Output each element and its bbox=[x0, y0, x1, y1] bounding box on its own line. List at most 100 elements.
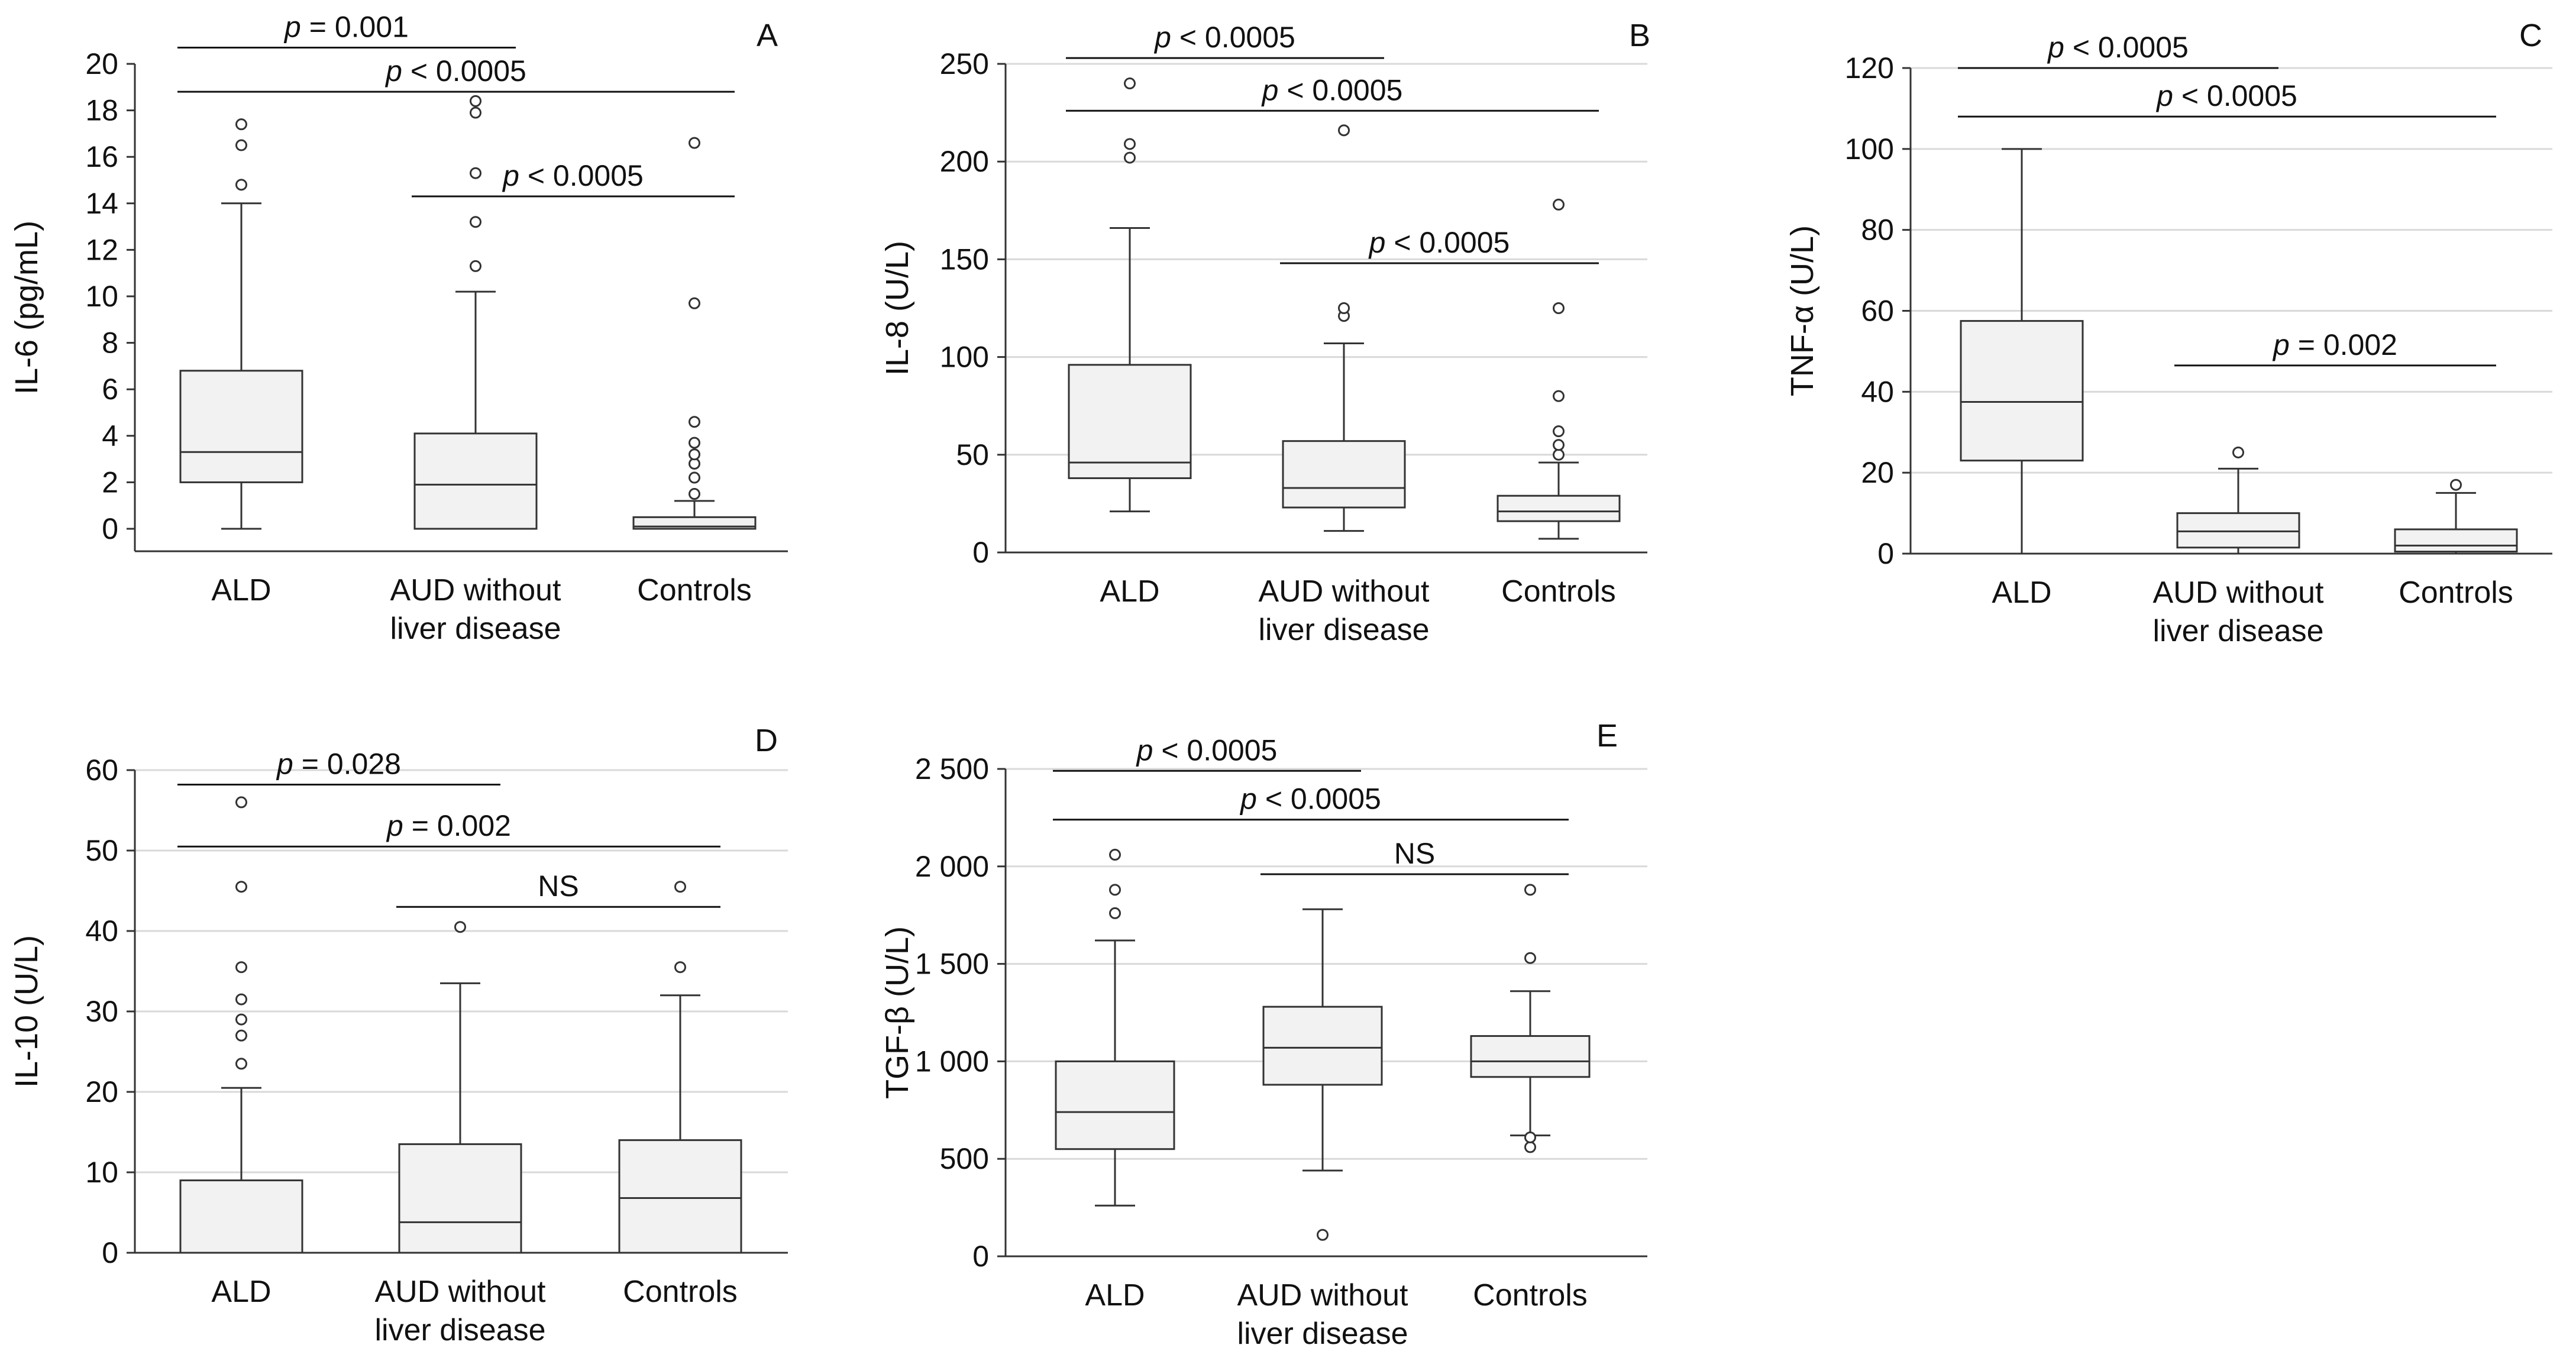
outlier-point bbox=[1524, 1131, 1536, 1143]
outlier-point bbox=[1524, 952, 1536, 964]
box-0 bbox=[1068, 77, 1192, 513]
box-0 bbox=[179, 118, 303, 530]
category-label: ALD bbox=[1992, 576, 2051, 610]
y-tick-label: 1 000 bbox=[915, 1045, 989, 1078]
y-axis-label: TGF-β (U/L) bbox=[880, 926, 915, 1099]
y-tick-label: 10 bbox=[85, 1156, 118, 1189]
outlier-point bbox=[1553, 390, 1565, 402]
outlier-point bbox=[2232, 446, 2244, 458]
significance-label: p < 0.0005 bbox=[2047, 31, 2189, 64]
category-label: ALD bbox=[1100, 574, 1159, 609]
y-tick-label: 0 bbox=[972, 1240, 989, 1273]
significance-label: p = 0.028 bbox=[276, 747, 401, 780]
y-tick-label: 6 bbox=[102, 373, 118, 406]
outlier-point bbox=[1317, 1229, 1329, 1241]
outlier-point bbox=[1124, 151, 1136, 164]
outlier-point bbox=[1109, 907, 1121, 919]
y-tick-label: 500 bbox=[940, 1142, 989, 1175]
category-label: Controls bbox=[1473, 1278, 1588, 1312]
chart-panel-b: 0 50 100 150 200 250 IL-8 (U/L) B ALD AUD without… bbox=[880, 18, 1650, 647]
outlier-point bbox=[689, 137, 700, 149]
significance-label: NS bbox=[538, 869, 578, 903]
outlier-point bbox=[674, 961, 686, 974]
outlier-point bbox=[1124, 77, 1136, 90]
box-1 bbox=[2176, 446, 2300, 555]
outlier-point bbox=[470, 106, 481, 119]
box-1 bbox=[413, 95, 538, 530]
y-tick-label: 2 500 bbox=[915, 752, 989, 785]
y-axis-label: IL-6 (pg/mL) bbox=[9, 221, 44, 395]
outlier-point bbox=[470, 167, 481, 179]
iqr-box bbox=[1960, 320, 2084, 462]
significance-label: NS bbox=[1394, 837, 1435, 870]
outlier-point bbox=[235, 179, 247, 191]
box-0 bbox=[1960, 148, 2084, 555]
box-1 bbox=[1282, 124, 1406, 532]
y-tick-label: 100 bbox=[940, 341, 989, 374]
panel-letter: C bbox=[2519, 18, 2542, 53]
box-0 bbox=[1055, 849, 1175, 1207]
category-label: ALD bbox=[211, 573, 271, 607]
outlier-point bbox=[235, 118, 247, 131]
panel-letter: E bbox=[1596, 718, 1618, 754]
outlier-point bbox=[1553, 198, 1565, 211]
y-tick-label: 20 bbox=[85, 1075, 118, 1108]
chart-panel-a: 0 2 4 6 8 10 12 14 16 18 20 IL-6 (pg/mL) A ALD AUD wit… bbox=[9, 10, 788, 646]
y-tick-label: 40 bbox=[1861, 375, 1894, 408]
outlier-point bbox=[1109, 849, 1121, 861]
y-tick-label: 0 bbox=[102, 512, 118, 545]
y-tick-label: 12 bbox=[85, 233, 118, 266]
y-tick-label: 2 000 bbox=[915, 850, 989, 883]
significance-label: p < 0.0005 bbox=[1239, 783, 1381, 816]
significance-label: p = 0.002 bbox=[386, 809, 511, 842]
outlier-point bbox=[689, 448, 700, 461]
y-tick-label: 20 bbox=[1861, 456, 1894, 489]
box-0 bbox=[179, 796, 303, 1254]
iqr-box bbox=[413, 432, 538, 530]
outlier-point bbox=[1524, 1141, 1536, 1153]
y-tick-label: 8 bbox=[102, 326, 118, 360]
outlier-point bbox=[1553, 448, 1565, 461]
outlier-point bbox=[1109, 884, 1121, 896]
significance-label: p < 0.0005 bbox=[502, 159, 644, 192]
outlier-point bbox=[689, 297, 700, 309]
y-tick-label: 4 bbox=[102, 419, 118, 452]
iqr-box bbox=[179, 370, 303, 483]
y-tick-label: 40 bbox=[85, 914, 118, 948]
iqr-box bbox=[1497, 494, 1621, 522]
category-label: AUD without liver disease bbox=[374, 1275, 546, 1347]
category-label: AUD without liver disease bbox=[390, 573, 561, 646]
iqr-box bbox=[398, 1143, 522, 1254]
outlier-point bbox=[454, 921, 466, 933]
iqr-box bbox=[2394, 528, 2518, 553]
panel-letter: D bbox=[755, 723, 778, 758]
outlier-point bbox=[689, 437, 700, 449]
y-tick-label: 0 bbox=[1877, 537, 1894, 570]
y-tick-label: 20 bbox=[85, 47, 118, 80]
category-label: ALD bbox=[211, 1275, 271, 1309]
y-tick-label: 16 bbox=[85, 140, 118, 173]
y-axis-label: IL-10 (U/L) bbox=[9, 935, 44, 1088]
significance-label: p < 0.0005 bbox=[1153, 21, 1295, 54]
significance-label: p = 0.001 bbox=[283, 10, 409, 43]
box-2 bbox=[1497, 198, 1621, 540]
y-tick-label: 200 bbox=[940, 145, 989, 178]
iqr-box bbox=[1055, 1060, 1175, 1150]
box-2 bbox=[618, 881, 742, 1254]
y-tick-label: 60 bbox=[1861, 295, 1894, 328]
y-tick-label: 150 bbox=[940, 243, 989, 276]
box-2 bbox=[2394, 479, 2518, 555]
iqr-box bbox=[1262, 1006, 1383, 1086]
outlier-point bbox=[235, 881, 247, 893]
category-label: Controls bbox=[637, 573, 752, 607]
outlier-point bbox=[235, 961, 247, 974]
outlier-point bbox=[689, 471, 700, 484]
iqr-box bbox=[1068, 364, 1192, 479]
outlier-point bbox=[1338, 302, 1350, 314]
outlier-point bbox=[1553, 425, 1565, 438]
iqr-box bbox=[179, 1179, 303, 1254]
y-tick-label: 0 bbox=[102, 1236, 118, 1269]
y-tick-label: 120 bbox=[1845, 51, 1894, 85]
y-tick-label: 50 bbox=[85, 834, 118, 867]
